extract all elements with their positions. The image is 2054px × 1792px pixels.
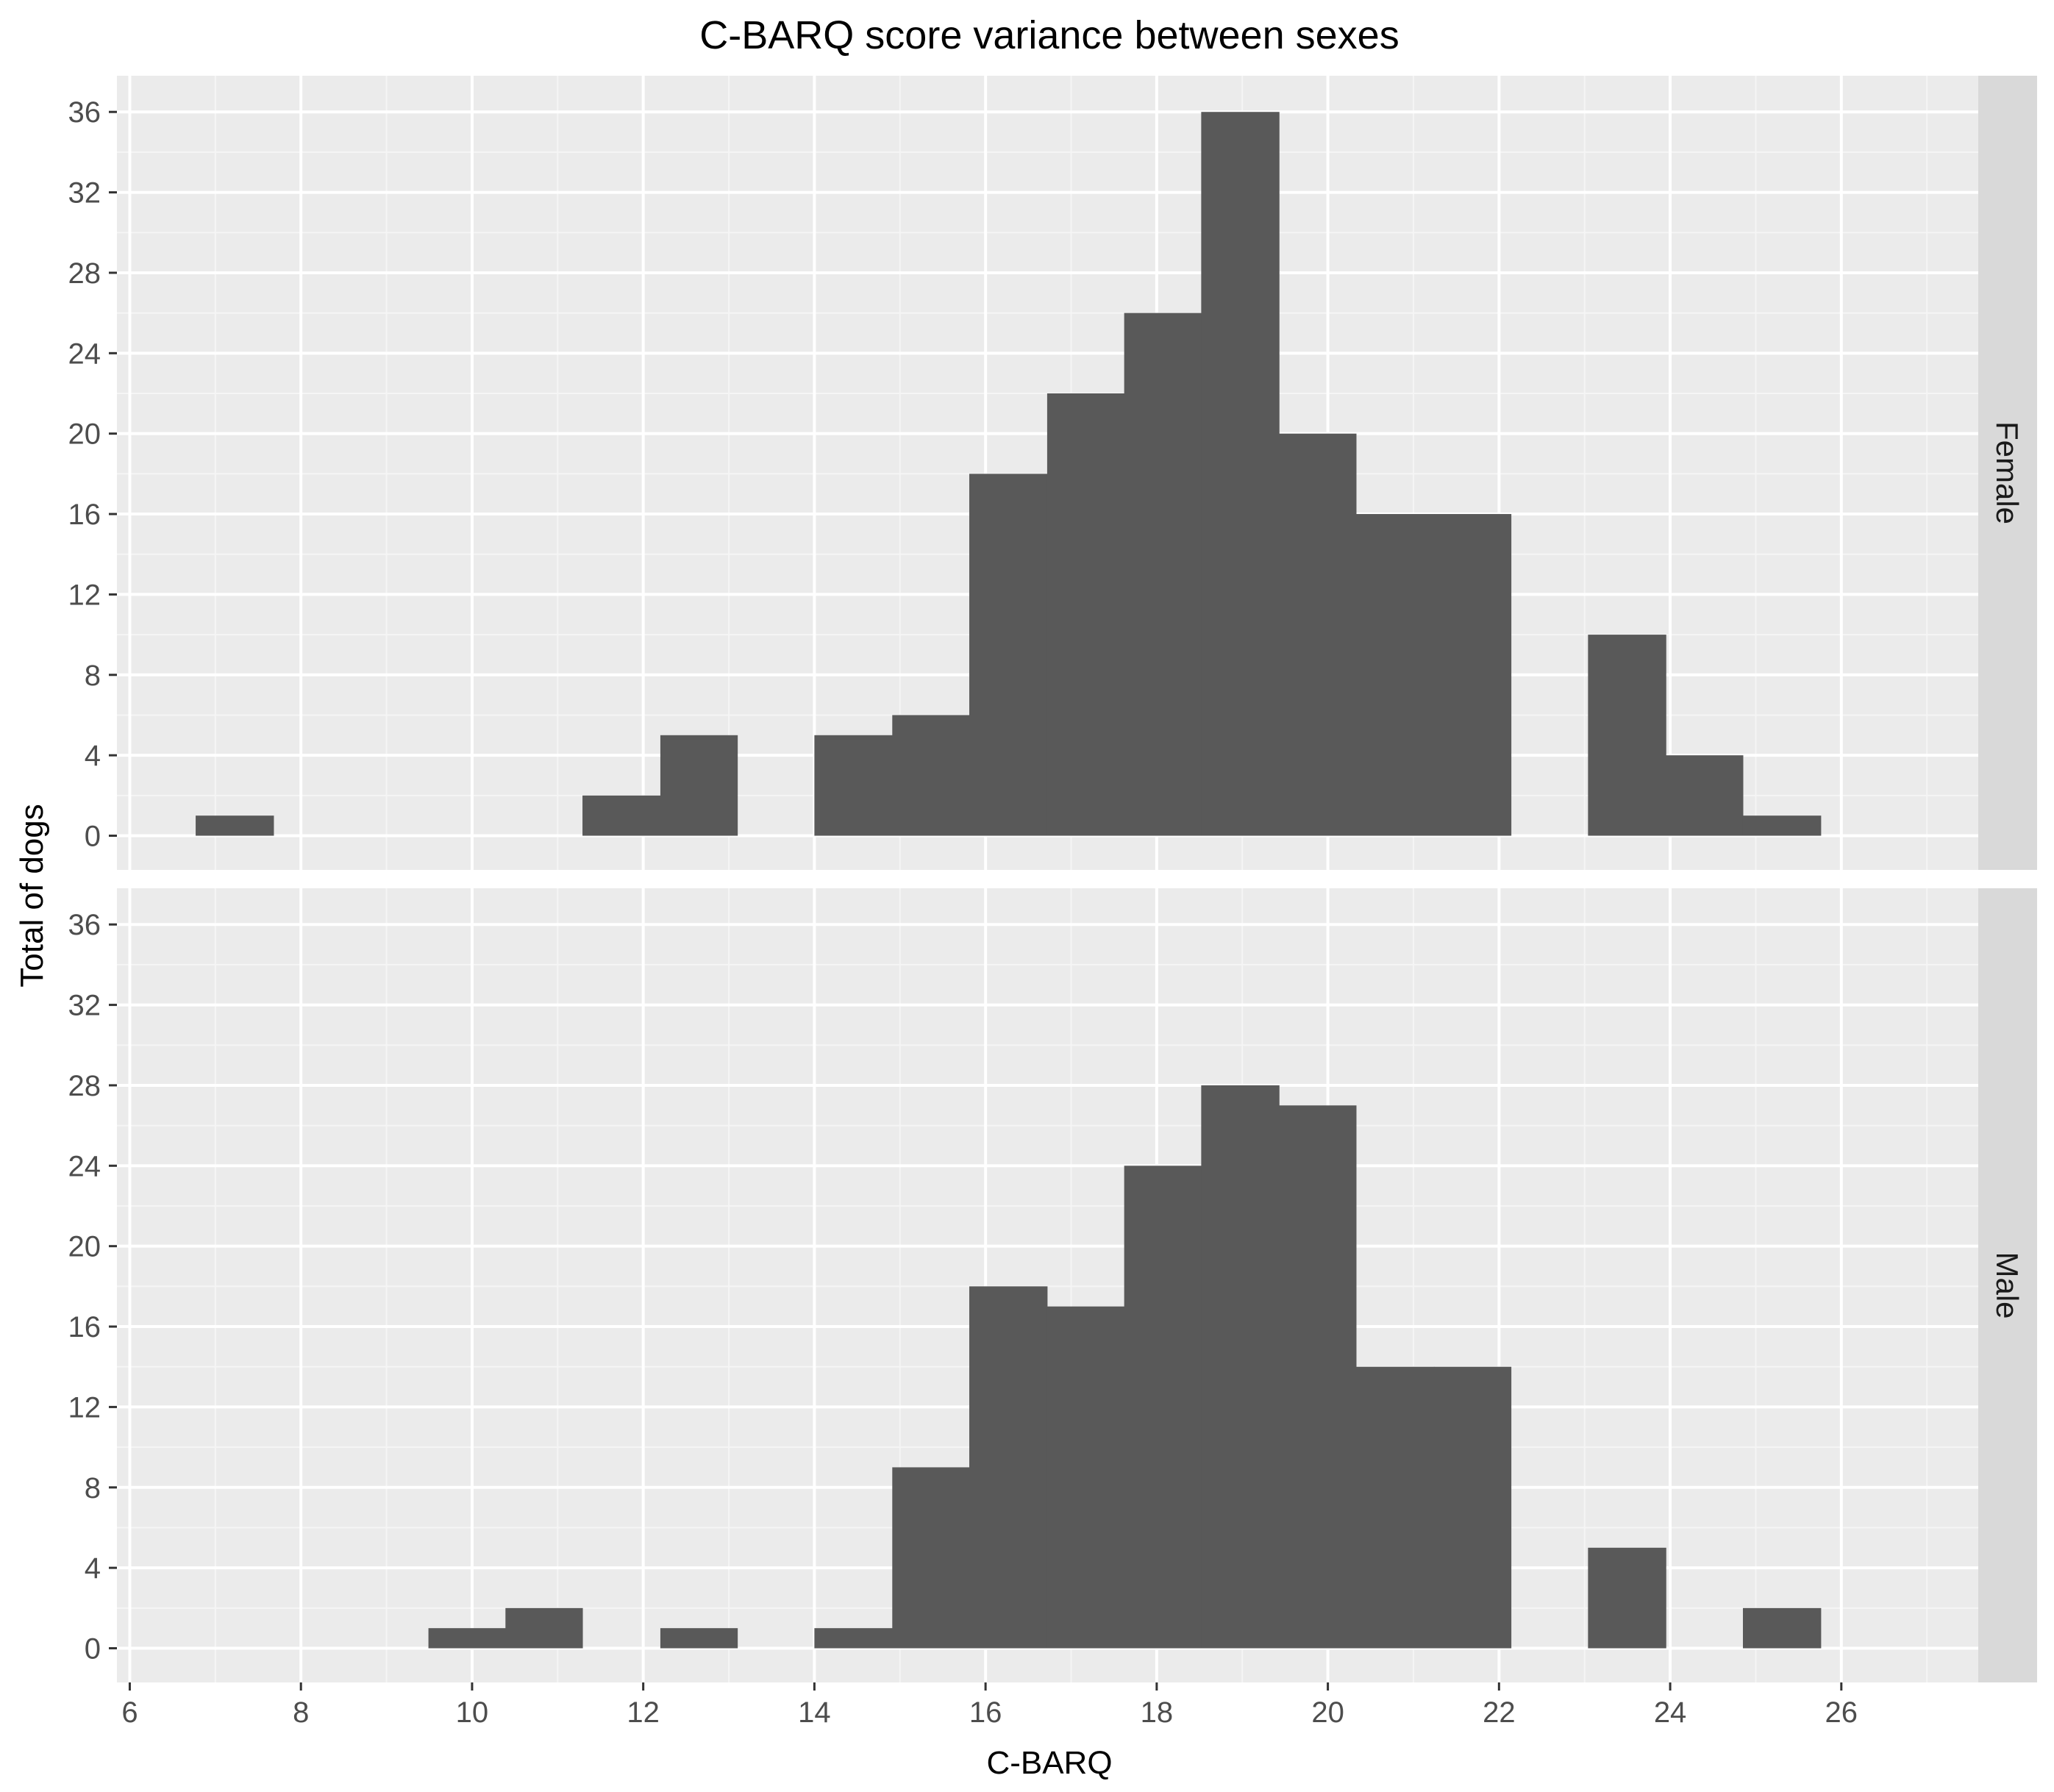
histogram-bar <box>1666 755 1744 836</box>
histogram-bar <box>1046 1306 1125 1649</box>
y-tick-label: 20 <box>68 418 101 451</box>
facet-panel-male: 0 4 8 12 16 20 24 28 32 36 Male <box>68 888 2037 1682</box>
x-tick-label: 24 <box>1654 1696 1687 1729</box>
histogram-bar <box>892 715 970 836</box>
histogram-bar <box>1356 1366 1435 1649</box>
facet-strip <box>1978 76 2037 870</box>
histogram-bar <box>196 815 274 836</box>
histogram-bar <box>428 1628 506 1649</box>
y-tick-label: 36 <box>68 96 101 129</box>
histogram-bar <box>505 1607 583 1649</box>
x-axis-title: C-BARQ <box>986 1745 1112 1781</box>
histogram-bar <box>814 1628 893 1649</box>
y-tick-label: 8 <box>85 1472 101 1504</box>
y-tick-label: 36 <box>68 909 101 941</box>
histogram-bar <box>1356 514 1435 836</box>
facet-label-male: Male <box>1990 1252 2025 1318</box>
y-tick-label: 4 <box>85 740 101 772</box>
histogram-bar <box>1279 433 1357 836</box>
x-tick-label: 26 <box>1825 1696 1858 1729</box>
histogram-bar <box>1433 514 1512 836</box>
y-tick-label: 32 <box>68 990 101 1022</box>
histogram-bar <box>1742 815 1822 836</box>
x-tick-label: 8 <box>293 1696 309 1729</box>
x-tick-label: 18 <box>1141 1696 1174 1729</box>
x-tick-label: 10 <box>456 1696 489 1729</box>
facet-panel-female: 0 4 8 12 16 20 24 28 32 36 Female <box>68 76 2037 870</box>
x-tick-label: 12 <box>627 1696 660 1729</box>
y-tick-label: 4 <box>85 1552 101 1585</box>
histogram-bar <box>1742 1607 1822 1649</box>
facet-label-female: Female <box>1990 421 2025 524</box>
histogram-bar <box>1433 1366 1512 1649</box>
histogram-bar <box>892 1467 970 1649</box>
y-tick-label: 24 <box>68 338 101 370</box>
x-tick-label: 20 <box>1311 1696 1344 1729</box>
histogram-bar <box>1124 313 1202 836</box>
histogram-bar <box>582 795 661 836</box>
y-tick-label: 28 <box>68 1070 101 1102</box>
histogram-bar <box>969 1286 1048 1649</box>
histogram-bar <box>1124 1165 1202 1649</box>
histogram-bar <box>1201 1085 1280 1649</box>
y-tick-label: 12 <box>68 1391 101 1424</box>
histogram-bar <box>660 735 738 836</box>
histogram-bar <box>1588 1547 1666 1649</box>
y-tick-label: 0 <box>85 821 101 853</box>
histogram-bar <box>1201 112 1280 836</box>
histogram-bar <box>814 735 893 836</box>
y-tick-label: 32 <box>68 177 101 210</box>
y-tick-label: 24 <box>68 1150 101 1182</box>
x-tick-label: 22 <box>1483 1696 1516 1729</box>
y-axis-title: Total of dogs <box>14 804 50 988</box>
histogram-bar <box>1279 1105 1357 1649</box>
facet-strip <box>1978 888 2037 1682</box>
y-tick-label: 20 <box>68 1231 101 1263</box>
histogram-bar <box>1046 393 1125 836</box>
histogram-bar <box>969 474 1048 836</box>
y-tick-label: 16 <box>68 499 101 531</box>
y-tick-label: 12 <box>68 579 101 611</box>
histogram-bar <box>660 1628 738 1649</box>
x-tick-label: 6 <box>121 1696 138 1729</box>
y-tick-label: 28 <box>68 257 101 290</box>
x-tick-label: 14 <box>798 1696 831 1729</box>
y-tick-label: 8 <box>85 660 101 692</box>
histogram-bar <box>1588 635 1666 836</box>
x-tick-label: 16 <box>969 1696 1002 1729</box>
chart-title: C-BARQ score variance between sexes <box>699 13 1399 57</box>
y-tick-label: 0 <box>85 1633 101 1666</box>
y-tick-label: 16 <box>68 1311 101 1343</box>
